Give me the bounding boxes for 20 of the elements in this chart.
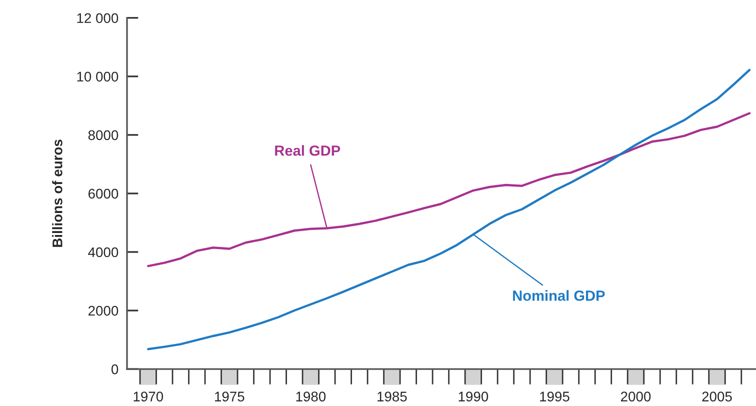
- y-tick-label: 10 000: [77, 72, 118, 82]
- y-tick-label: 2000: [88, 306, 118, 316]
- x-tick-label: 1990: [458, 392, 488, 402]
- x-tick-label: 1995: [540, 392, 570, 402]
- line-series: [147, 68, 751, 350]
- text: Real GDP: [275, 145, 340, 156]
- y-tick-label: 8000: [88, 130, 118, 140]
- x-tick-label: 1985: [378, 392, 407, 402]
- y-tick-label: 12 000: [77, 13, 118, 24]
- y-tick-label: 0: [111, 364, 118, 374]
- y-tick-label: 4000: [88, 247, 118, 258]
- x-tick-label: 1980: [296, 392, 326, 402]
- text: Nominal GDP: [513, 290, 605, 301]
- y-tick-label: 6000: [88, 188, 118, 199]
- x-tick-label: 2000: [620, 392, 651, 402]
- x-tick-label: 2005: [702, 392, 732, 402]
- line-series: [147, 112, 751, 268]
- y-axis-title: Billions of euros: [52, 140, 62, 247]
- x-tick-label: 1975: [215, 392, 244, 402]
- x-tick-label: 1970: [134, 392, 164, 402]
